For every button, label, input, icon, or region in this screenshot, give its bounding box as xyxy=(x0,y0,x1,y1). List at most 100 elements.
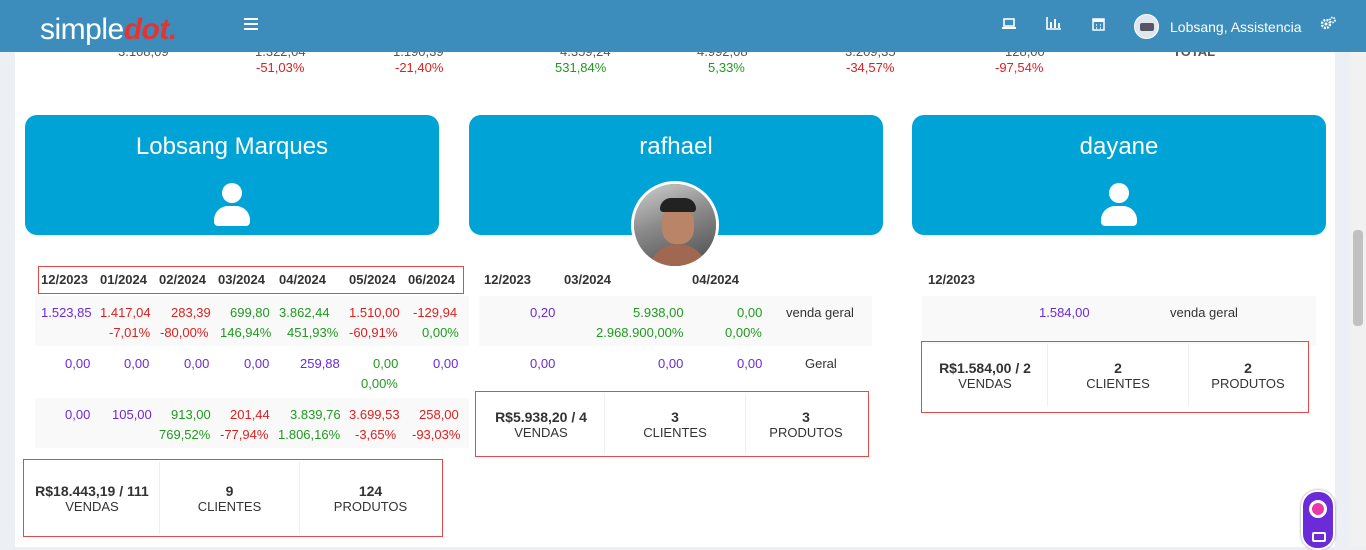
user-card-lobsang: Lobsang Marques xyxy=(25,115,439,235)
bar-chart-icon[interactable] xyxy=(1046,17,1061,33)
produtos-label: PRODUTOS xyxy=(1211,375,1285,391)
user-banner: dayane xyxy=(912,115,1326,235)
table-cell: 3.699,53 xyxy=(349,407,400,422)
produtos-label: PRODUTOS xyxy=(769,424,843,440)
month-header: 02/2024 xyxy=(159,272,206,287)
row-label: venda geral xyxy=(786,305,854,320)
highlight-box xyxy=(921,341,1309,413)
table-cell: 451,93% xyxy=(287,325,339,340)
month-header: 12/2023 xyxy=(484,272,531,287)
row-label: venda geral xyxy=(1170,305,1238,320)
calendar-icon[interactable] xyxy=(1092,17,1105,34)
summary-panel: R$5.938,20 / 4 VENDAS 3 CLIENTES 3 PRODU… xyxy=(478,394,866,454)
clientes-label: CLIENTES xyxy=(643,424,707,440)
logo-text-main: simple xyxy=(40,13,124,46)
produtos-count: 2 xyxy=(1244,359,1252,376)
main-content: 3.108,09 1.322,04 1.190,39 4.359,24 4.99… xyxy=(15,52,1335,547)
table-cell: 1.417,04 xyxy=(100,305,151,320)
vendas-label: VENDAS xyxy=(514,424,568,440)
clientes-label: CLIENTES xyxy=(1086,375,1150,391)
chart-icon xyxy=(1312,532,1326,542)
table-cell: 259,88 xyxy=(300,356,340,371)
table-cell: 0,00 xyxy=(65,407,91,422)
table-cell: 913,00 xyxy=(171,407,211,422)
table-cell: 1.806,16% xyxy=(278,427,341,442)
user-card-name: rafhael xyxy=(639,133,713,160)
month-header: 06/2024 xyxy=(408,272,455,287)
cut-value: 128,00 xyxy=(1005,52,1045,59)
cut-value: 4.992,08 xyxy=(697,52,748,59)
table-row xyxy=(35,296,469,346)
table-cell: 0,00 xyxy=(737,356,763,371)
table-cell: 0,00 xyxy=(433,356,459,371)
table-cell: 0,00 xyxy=(244,356,270,371)
clientes-count: 2 xyxy=(1114,359,1122,376)
table-cell: 0,00 xyxy=(658,356,684,371)
table-cell: 1.510,00 xyxy=(349,305,400,320)
chat-icon xyxy=(1309,500,1327,518)
summary-clientes: 2 CLIENTES xyxy=(1048,344,1189,406)
table-row xyxy=(922,296,1316,346)
month-header: 12/2023 xyxy=(41,272,88,287)
pct-value: -51,03% xyxy=(256,60,305,75)
table-cell: 5.938,00 xyxy=(633,305,684,320)
table-cell: -80,00% xyxy=(160,325,209,340)
total-label: TOTAL xyxy=(1173,52,1215,59)
table-cell: 0,20 xyxy=(530,305,556,320)
cut-value: 4.359,24 xyxy=(560,52,611,59)
summary-panel: R$1.584,00 / 2 VENDAS 2 CLIENTES 2 PRODU… xyxy=(923,344,1307,406)
gear-icon[interactable] xyxy=(1320,16,1336,35)
table-cell: 0,00% xyxy=(725,325,762,340)
chat-widget[interactable] xyxy=(1301,490,1335,550)
pct-value: -21,40% xyxy=(395,60,444,75)
clientes-label: CLIENTES xyxy=(197,498,262,514)
highlight-box xyxy=(23,459,443,537)
table-row xyxy=(479,296,872,346)
table-cell: 3.839,76 xyxy=(290,407,341,422)
summary-clientes: 3 CLIENTES xyxy=(605,394,746,454)
produtos-label: PRODUTOS xyxy=(333,498,408,514)
clientes-count: 3 xyxy=(671,408,679,425)
table-cell: 769,52% xyxy=(159,427,211,442)
table-cell: 146,94% xyxy=(220,325,272,340)
user-card-dayane: dayane xyxy=(912,115,1326,235)
pct-value: 531,84% xyxy=(555,60,607,75)
highlight-box xyxy=(475,391,869,457)
summary-clientes: 9 CLIENTES xyxy=(160,462,300,534)
table-cell: -60,91% xyxy=(349,325,398,340)
table-cell: 283,39 xyxy=(171,305,211,320)
month-header: 04/2024 xyxy=(279,272,326,287)
logo[interactable]: simpledot. xyxy=(40,12,177,48)
user-name: Lobsang, Assistencia xyxy=(1170,18,1302,35)
month-header: 04/2024 xyxy=(692,272,739,287)
laptop-icon[interactable] xyxy=(1002,17,1016,33)
month-header: 03/2024 xyxy=(218,272,265,287)
table-cell: 201,44 xyxy=(230,407,270,422)
table-cell: -7,01% xyxy=(109,325,151,340)
menu-icon[interactable] xyxy=(244,18,258,32)
cut-value: 3.108,09 xyxy=(118,52,169,59)
month-header: 01/2024 xyxy=(100,272,147,287)
cut-value: 1.322,04 xyxy=(255,52,306,59)
user-banner: Lobsang Marques xyxy=(25,115,439,235)
table-row xyxy=(35,398,469,448)
cut-value: 3.209,35 xyxy=(845,52,896,59)
vendas-total: R$1.584,00 / 2 xyxy=(939,359,1031,376)
pct-value: -34,57% xyxy=(846,60,895,75)
logo-text-accent: dot. xyxy=(123,13,177,46)
vendas-label: VENDAS xyxy=(958,375,1012,391)
pct-value: -97,54% xyxy=(995,60,1044,75)
scrollbar-thumb[interactable] xyxy=(1353,230,1363,326)
vendas-total: R$5.938,20 / 4 xyxy=(495,408,587,425)
clientes-count: 9 xyxy=(225,482,234,499)
summary-produtos: 3 PRODUTOS xyxy=(746,394,866,454)
table-cell: -129,94 xyxy=(413,305,458,320)
user-photo xyxy=(631,181,719,269)
user-menu[interactable]: Lobsang, Assistencia xyxy=(1134,14,1302,39)
table-cell: -3,65% xyxy=(355,427,397,442)
summary-vendas: R$1.584,00 / 2 VENDAS xyxy=(923,344,1048,406)
month-header: 05/2024 xyxy=(349,272,396,287)
table-cell: 0,00 xyxy=(124,356,150,371)
table-cell: 0,00 xyxy=(530,356,556,371)
user-card-name: Lobsang Marques xyxy=(135,133,329,160)
